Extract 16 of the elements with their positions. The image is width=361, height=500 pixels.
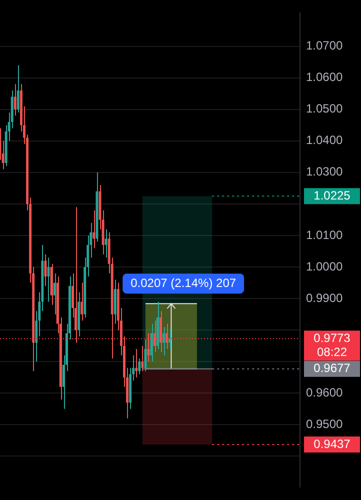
ref-line-label: 0.9677	[314, 361, 351, 376]
y-tick-label: 1.0300	[306, 164, 344, 179]
y-tick-label: 1.0100	[306, 228, 344, 242]
y-tick-label: 0.9900	[306, 290, 344, 305]
band-label: 1.0225	[314, 188, 351, 202]
y-tick-label: 0.9500	[306, 416, 344, 431]
text: 08:22	[316, 344, 348, 359]
y-tick-label: 1.0700	[306, 38, 344, 53]
band-label: 0.0207 (2.14%) 207	[130, 276, 236, 290]
y-tick-label: 1.0500	[306, 102, 344, 116]
y-tick-label: 1.0400	[306, 133, 344, 148]
y-tick-label: 1.0000	[306, 259, 344, 274]
y-tick-label: 1.0600	[306, 70, 344, 84]
y-tick-label: 0.9600	[306, 385, 344, 400]
ref-line-label: 0.9773	[314, 330, 351, 345]
band-label: 0.9437	[314, 436, 351, 451]
